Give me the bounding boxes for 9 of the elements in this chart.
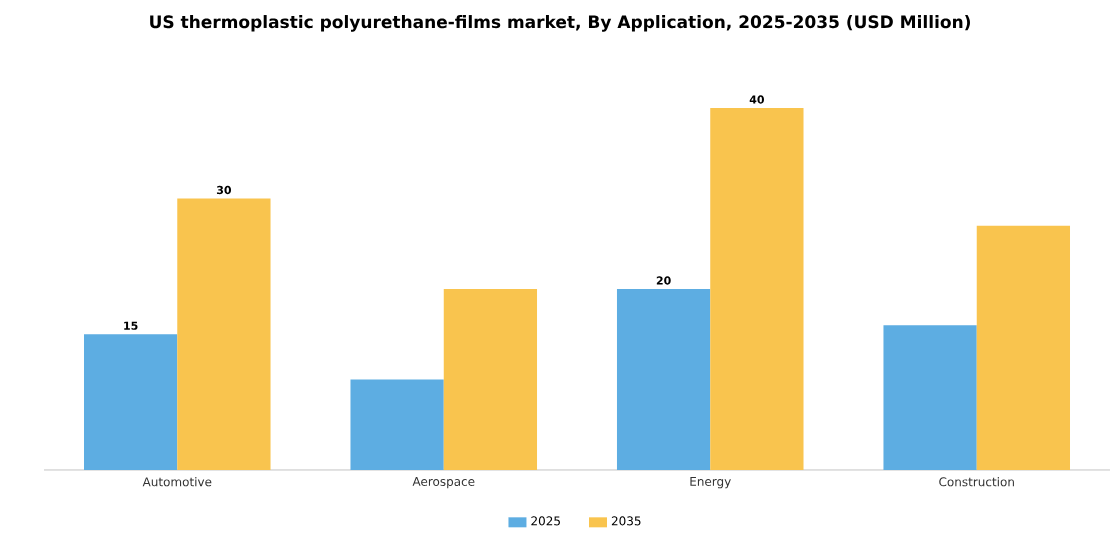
- bar: [350, 379, 444, 470]
- bar: [443, 289, 538, 470]
- bar: [976, 225, 1071, 470]
- bar: [883, 325, 977, 470]
- bar: [84, 334, 178, 470]
- chart-title: US thermoplastic polyurethane-films market, By Application, 2025-2035 (USD Million): [150, 15, 970, 32]
- bar: [177, 198, 271, 470]
- bar: [616, 289, 711, 470]
- bar: [710, 108, 804, 470]
